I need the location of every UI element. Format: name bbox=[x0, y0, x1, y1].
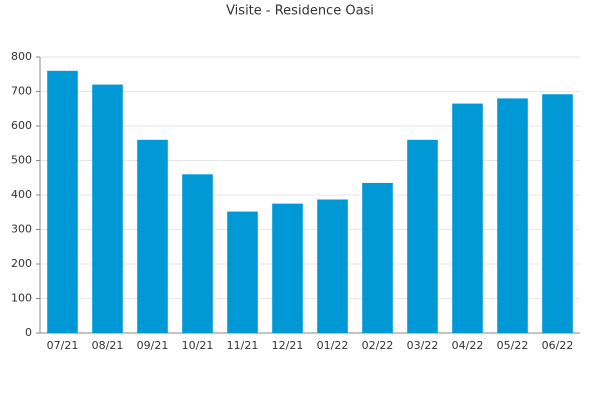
chart-title: Visite - Residence Oasi bbox=[226, 4, 374, 19]
y-tick-label: 600 bbox=[11, 119, 32, 132]
x-tick-label: 11/21 bbox=[227, 339, 259, 352]
x-tick-label: 09/21 bbox=[137, 339, 169, 352]
bar bbox=[317, 199, 348, 333]
x-tick-label: 07/21 bbox=[47, 339, 79, 352]
y-tick-label: 800 bbox=[11, 50, 32, 63]
bar bbox=[182, 174, 213, 333]
bar bbox=[497, 98, 528, 334]
bar bbox=[92, 84, 123, 333]
x-tick-label: 04/22 bbox=[452, 339, 484, 352]
y-tick-label: 700 bbox=[11, 85, 32, 98]
y-tick-label: 300 bbox=[11, 223, 32, 236]
bar bbox=[137, 139, 168, 333]
bar bbox=[47, 70, 78, 334]
bar bbox=[272, 203, 303, 333]
y-tick-label: 500 bbox=[11, 154, 32, 167]
x-tick-label: 02/22 bbox=[362, 339, 394, 352]
y-tick-label: 100 bbox=[11, 292, 32, 305]
bar bbox=[407, 139, 438, 333]
x-tick-label: 01/22 bbox=[317, 339, 349, 352]
bar bbox=[542, 94, 573, 333]
bar bbox=[452, 103, 483, 333]
x-tick-label: 12/21 bbox=[272, 339, 304, 352]
y-tick-label: 400 bbox=[11, 188, 32, 201]
x-tick-label: 03/22 bbox=[407, 339, 439, 352]
x-tick-label: 08/21 bbox=[92, 339, 124, 352]
x-tick-label: 10/21 bbox=[182, 339, 214, 352]
y-tick-label: 200 bbox=[11, 257, 32, 270]
bar bbox=[362, 182, 393, 333]
x-tick-label: 06/22 bbox=[542, 339, 574, 352]
x-tick-label: 05/22 bbox=[497, 339, 529, 352]
y-tick-label: 0 bbox=[25, 326, 32, 339]
bar bbox=[227, 211, 258, 333]
